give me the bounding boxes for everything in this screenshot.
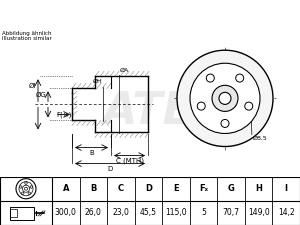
- Text: 26,0: 26,0: [85, 208, 102, 217]
- Text: ØH: ØH: [92, 79, 102, 84]
- Text: Abbildung ähnlich: Abbildung ähnlich: [2, 31, 52, 36]
- Text: Fₓ: Fₓ: [199, 184, 208, 193]
- Text: ØA: ØA: [120, 68, 129, 73]
- Text: 426166: 426166: [212, 8, 268, 20]
- Circle shape: [30, 186, 32, 188]
- Circle shape: [20, 186, 22, 188]
- Text: B: B: [89, 150, 94, 155]
- Text: F(×): F(×): [56, 111, 71, 118]
- Text: G: G: [228, 184, 235, 193]
- Bar: [10, 207, 34, 220]
- Circle shape: [190, 63, 260, 133]
- Text: I: I: [285, 184, 288, 193]
- Circle shape: [25, 182, 27, 184]
- Text: H: H: [255, 184, 262, 193]
- Text: B: B: [90, 184, 97, 193]
- Text: 70,7: 70,7: [223, 208, 240, 217]
- Text: C: C: [118, 184, 124, 193]
- Text: C (MTH): C (MTH): [116, 158, 143, 164]
- Text: 14,2: 14,2: [278, 208, 295, 217]
- Text: E: E: [173, 184, 179, 193]
- Text: 149,0: 149,0: [248, 208, 269, 217]
- Text: 23,0: 23,0: [112, 208, 129, 217]
- Text: Ø8,5: Ø8,5: [253, 136, 268, 141]
- Text: D: D: [145, 184, 152, 193]
- Circle shape: [219, 92, 231, 104]
- Text: 5: 5: [201, 208, 206, 217]
- Circle shape: [177, 50, 273, 146]
- Circle shape: [236, 74, 244, 82]
- Bar: [10, 209, 17, 217]
- Circle shape: [221, 119, 229, 127]
- Text: 115,0: 115,0: [165, 208, 187, 217]
- Text: D: D: [107, 166, 112, 172]
- Circle shape: [22, 192, 24, 194]
- Circle shape: [197, 102, 205, 110]
- Circle shape: [245, 102, 253, 110]
- Circle shape: [28, 192, 30, 194]
- Text: ØI: ØI: [28, 83, 36, 89]
- Circle shape: [212, 85, 238, 111]
- Text: Illustration similar: Illustration similar: [2, 36, 52, 41]
- Text: 24.0126-0166.1: 24.0126-0166.1: [71, 8, 188, 20]
- Text: 300,0: 300,0: [55, 208, 77, 217]
- Text: ATE: ATE: [103, 90, 194, 133]
- Text: ØG: ØG: [35, 91, 46, 97]
- Text: 45,5: 45,5: [140, 208, 157, 217]
- Text: A: A: [62, 184, 69, 193]
- Circle shape: [206, 74, 214, 82]
- Circle shape: [25, 187, 28, 190]
